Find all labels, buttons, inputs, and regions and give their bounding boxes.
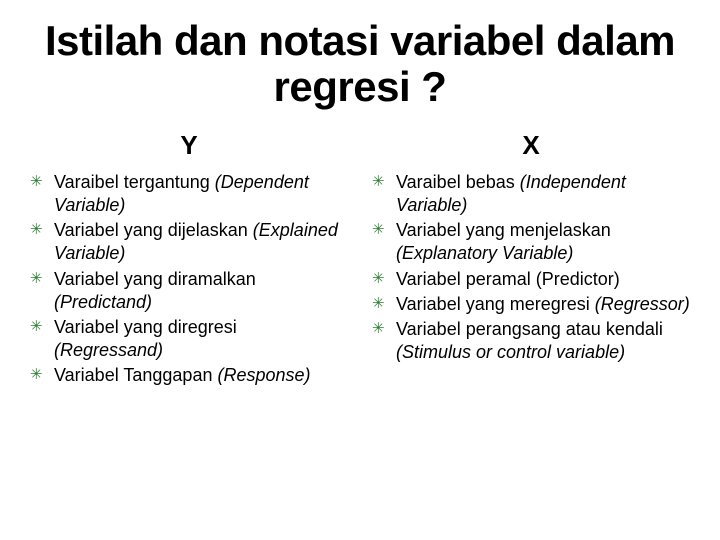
item-text: Variabel yang dijelaskan (54, 220, 253, 240)
column-x: X ✳Varaibel bebas (Independent Variable)… (370, 130, 692, 388)
item-text: Variabel yang meregresi (396, 294, 595, 314)
columns-container: Y ✳Varaibel tergantung (Dependent Variab… (28, 130, 692, 388)
bullet-icon: ✳ (372, 222, 385, 237)
item-italic: (Predictand) (54, 292, 152, 312)
item-italic: (Stimulus or control variable) (396, 342, 625, 362)
item-text: Varaibel tergantung (54, 172, 215, 192)
list-item: ✳ Variabel yang diramalkan (Predictand) (28, 268, 350, 314)
slide-title: Istilah dan notasi variabel dalam regres… (28, 18, 692, 110)
bullet-icon: ✳ (372, 321, 385, 336)
item-text: Variabel yang menjelaskan (396, 220, 611, 240)
item-text: Variabel peramal (Predictor) (396, 269, 620, 289)
bullet-icon: ✳ (30, 222, 43, 237)
bullet-icon: ✳ (30, 367, 43, 382)
bullet-icon: ✳ (30, 319, 43, 334)
bullet-icon: ✳ (30, 271, 43, 286)
list-item: ✳Varaibel tergantung (Dependent Variable… (28, 171, 350, 217)
item-text: Variabel yang diregresi (54, 317, 237, 337)
bullet-icon: ✳ (372, 271, 385, 286)
column-y-list: ✳Varaibel tergantung (Dependent Variable… (28, 171, 350, 386)
column-y-header: Y (28, 130, 350, 161)
list-item: ✳ Variabel yang meregresi (Regressor) (370, 293, 692, 316)
item-italic: (Explanatory Variable) (396, 243, 573, 263)
bullet-icon: ✳ (372, 174, 385, 189)
column-x-list: ✳Varaibel bebas (Independent Variable)✳V… (370, 171, 692, 363)
list-item: ✳ Variabel perangsang atau kendali (Stimu… (370, 318, 692, 364)
list-item: ✳ Variabel yang menjelaskan (Explanatory … (370, 219, 692, 265)
item-italic: (Regressand) (54, 340, 163, 360)
bullet-icon: ✳ (372, 296, 385, 311)
item-text: Variabel yang diramalkan (54, 269, 256, 289)
list-item: ✳ Variabel yang diregresi (Regressand) (28, 316, 350, 362)
column-y: Y ✳Varaibel tergantung (Dependent Variab… (28, 130, 350, 388)
list-item: ✳ Variabel Tanggapan (Response) (28, 364, 350, 387)
item-italic: (Regressor) (595, 294, 690, 314)
column-x-header: X (370, 130, 692, 161)
list-item: ✳Variabel yang dijelaskan (Explained Var… (28, 219, 350, 265)
item-text: Varaibel bebas (396, 172, 520, 192)
list-item: ✳Varaibel bebas (Independent Variable) (370, 171, 692, 217)
item-italic: (Response) (217, 365, 310, 385)
item-text: Variabel Tanggapan (54, 365, 217, 385)
item-text: Variabel perangsang atau kendali (396, 319, 663, 339)
list-item: ✳ Variabel peramal (Predictor) (370, 268, 692, 291)
bullet-icon: ✳ (30, 174, 43, 189)
